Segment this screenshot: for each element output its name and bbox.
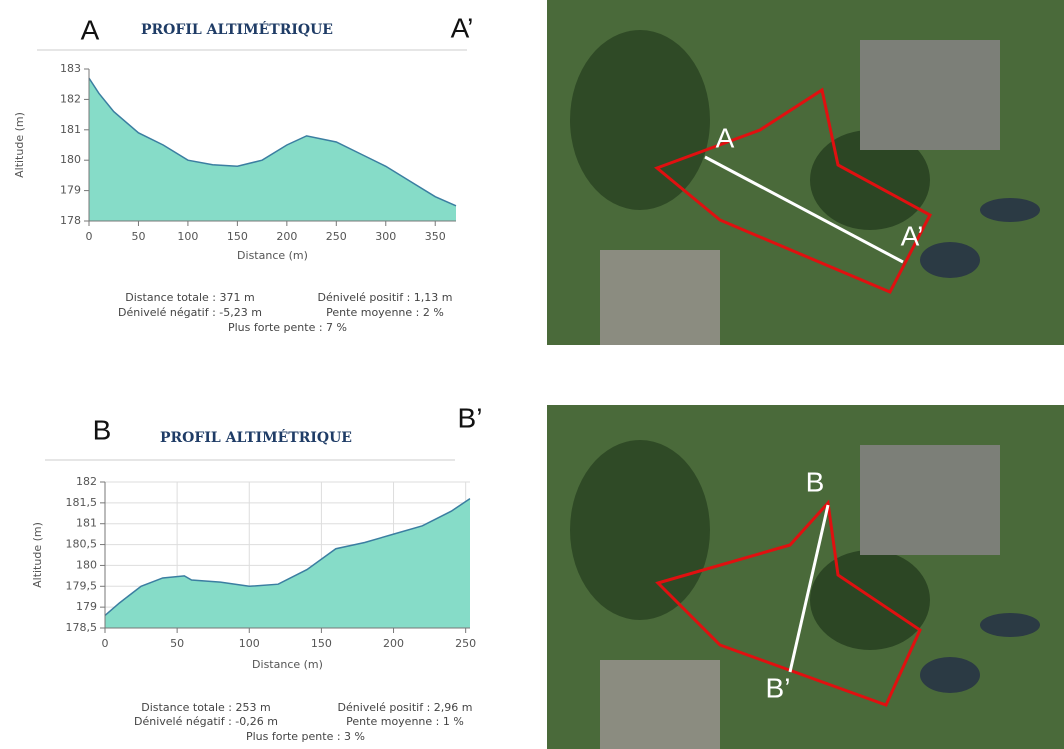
stat: Pente moyenne : 1 % [346, 715, 464, 728]
y-axis-label: Altitude (m) [31, 522, 44, 588]
x-tick-label: 150 [227, 230, 248, 243]
y-axis-label: Altitude (m) [13, 112, 26, 178]
x-tick-label: 100 [177, 230, 198, 243]
stat: Plus forte pente : 3 % [246, 730, 365, 743]
stat: Dénivelé négatif : -0,26 m [134, 715, 278, 728]
map-label: B [806, 466, 825, 497]
x-tick-label: 250 [455, 637, 476, 650]
x-tick-label: 300 [375, 230, 396, 243]
x-axis-label: Distance (m) [237, 249, 308, 262]
y-tick-label: 180 [60, 153, 81, 166]
x-tick-label: 200 [383, 637, 404, 650]
x-tick-label: 0 [102, 637, 109, 650]
y-tick-label: 182 [76, 475, 97, 488]
y-tick-label: 178 [60, 214, 81, 227]
area [89, 78, 456, 221]
end-label: A’ [451, 12, 474, 43]
map-label: A’ [901, 220, 924, 251]
y-tick-label: 181 [76, 517, 97, 530]
chart-title: PROFIL ALTIMÉTRIQUE [141, 20, 333, 38]
y-tick-label: 180,5 [66, 538, 98, 551]
stat: Dénivelé négatif : -5,23 m [118, 306, 262, 319]
y-tick-label: 179,5 [66, 579, 98, 592]
map-label: A [716, 122, 735, 153]
y-tick-label: 181,5 [66, 496, 98, 509]
x-tick-label: 0 [86, 230, 93, 243]
y-tick-label: 179 [60, 184, 81, 197]
start-label: A [81, 14, 100, 45]
x-tick-label: 200 [276, 230, 297, 243]
x-tick-label: 250 [326, 230, 347, 243]
y-tick-label: 179 [76, 600, 97, 613]
stat: Plus forte pente : 7 % [228, 321, 347, 334]
stat: Distance totale : 253 m [141, 701, 270, 714]
map-2 [547, 405, 1064, 749]
y-tick-label: 183 [60, 62, 81, 75]
x-tick-label: 100 [239, 637, 260, 650]
start-label: B [93, 414, 112, 445]
map-label: B’ [766, 672, 791, 703]
y-tick-label: 182 [60, 92, 81, 105]
y-tick-label: 178,5 [66, 621, 98, 634]
x-axis-label: Distance (m) [252, 658, 323, 671]
x-tick-label: 350 [425, 230, 446, 243]
x-tick-label: 50 [131, 230, 145, 243]
y-tick-label: 181 [60, 123, 81, 136]
y-tick-label: 180 [76, 558, 97, 571]
x-tick-label: 150 [311, 637, 332, 650]
end-label: B’ [458, 402, 483, 433]
x-tick-label: 50 [170, 637, 184, 650]
area [105, 499, 470, 628]
map-1 [547, 0, 1064, 345]
figure: PROFIL ALTIMÉTRIQUE A A’ 178 179 180 181 182 183… [0, 0, 1064, 749]
stat: Dénivelé positif : 1,13 m [317, 291, 452, 304]
stat: Distance totale : 371 m [125, 291, 254, 304]
chart-title: PROFIL ALTIMÉTRIQUE [160, 428, 352, 446]
stat: Pente moyenne : 2 % [326, 306, 444, 319]
stat: Dénivelé positif : 2,96 m [337, 701, 472, 714]
